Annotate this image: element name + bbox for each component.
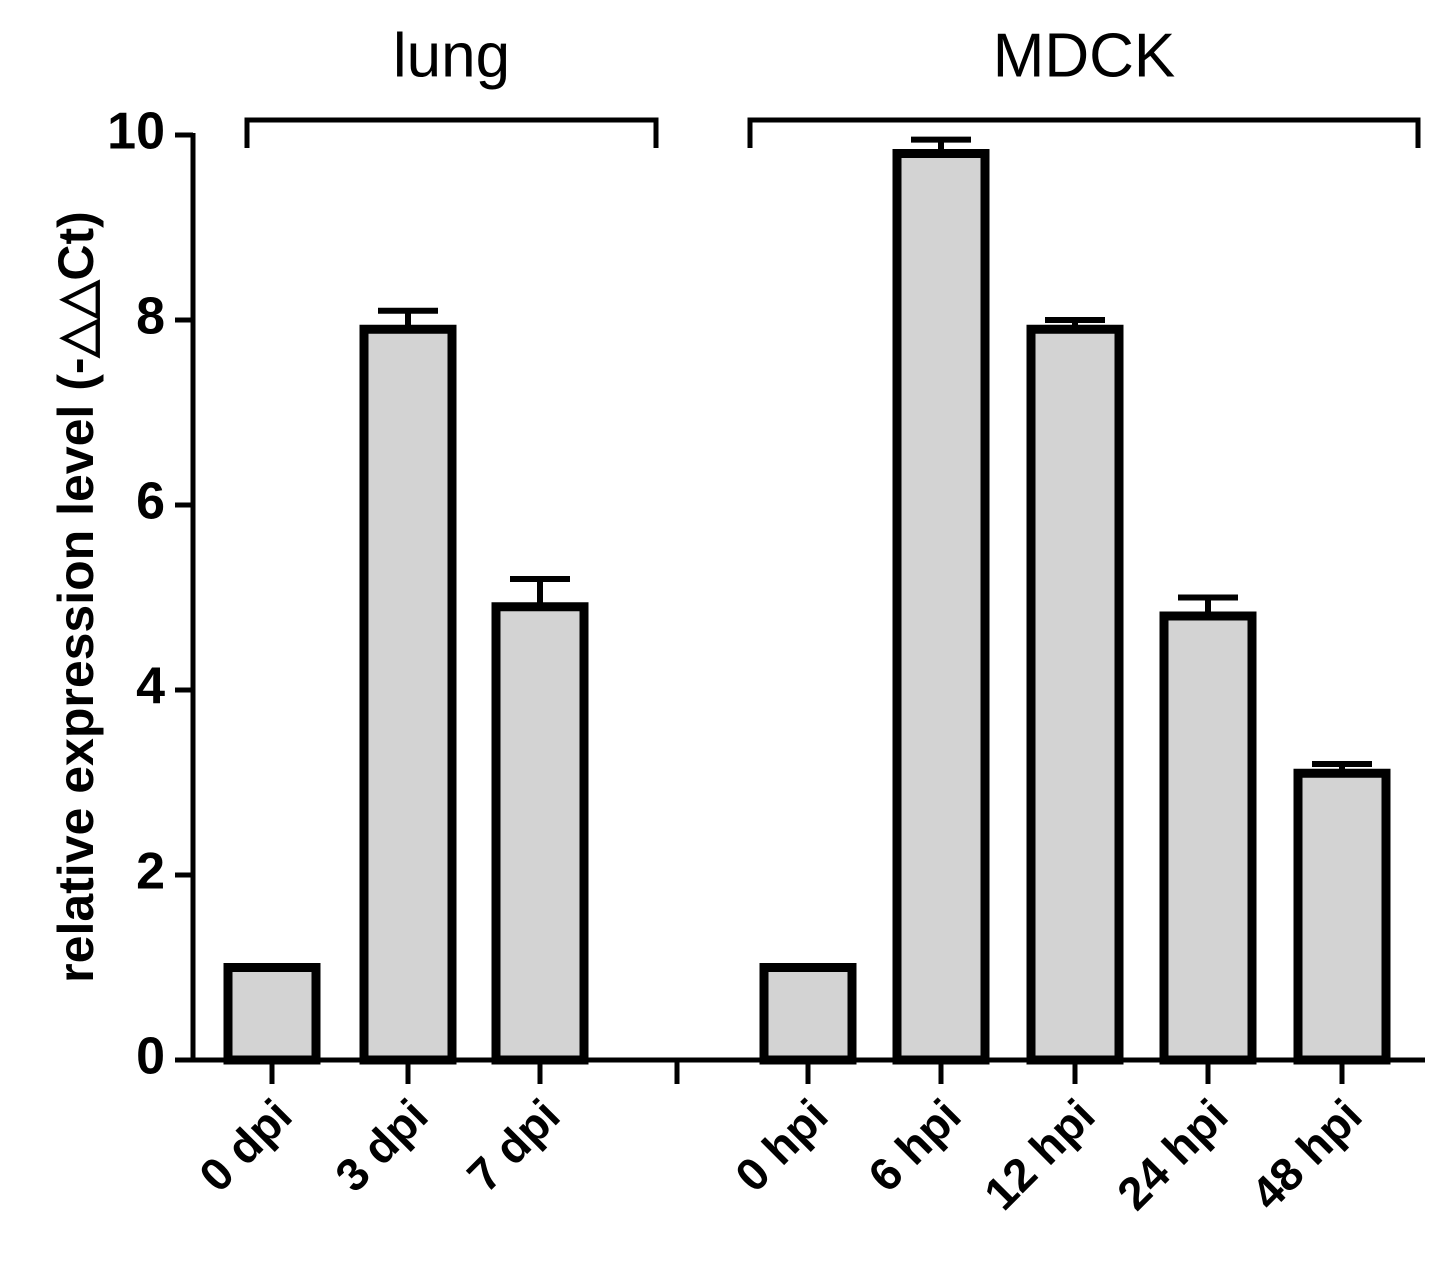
bar [759, 963, 857, 1065]
bar [1159, 611, 1257, 1065]
x-axis: 0 dpi 3 dpi 7 dpi 0 hpi 6 hpi 12 hpi 24 hpi 48 … [189, 1057, 1425, 1220]
bars [223, 136, 1391, 1065]
bar [1026, 324, 1124, 1065]
x-tick-label: 48 hpi [1241, 1089, 1372, 1220]
bar [491, 602, 589, 1065]
group-label: lung [393, 21, 510, 90]
bar [359, 324, 457, 1065]
y-tick-label: 2 [136, 843, 165, 901]
x-tick-label: 3 dpi [325, 1089, 438, 1202]
x-tick-label: 24 hpi [1107, 1089, 1238, 1220]
x-tick-label: 6 hpi [858, 1089, 971, 1202]
bar [1293, 768, 1391, 1065]
x-tick-label: 7 dpi [457, 1089, 570, 1202]
bar [223, 963, 321, 1065]
x-tick-label: 12 hpi [974, 1089, 1105, 1220]
group-bracket [244, 117, 659, 148]
y-tick-label: 0 [136, 1028, 165, 1086]
y-tick-label: 4 [136, 658, 165, 716]
group-brackets: lung MDCK [244, 21, 1421, 148]
x-tick-label: 0 dpi [189, 1089, 302, 1202]
y-tick-label: 10 [107, 103, 165, 161]
y-axis: 0 2 4 6 8 10 [107, 103, 196, 1086]
group-bracket [747, 117, 1421, 148]
group-label: MDCK [993, 21, 1176, 90]
x-tick-label: 0 hpi [725, 1089, 838, 1202]
y-tick-label: 6 [136, 473, 165, 531]
y-axis-label: relative expression level (-△△Ct) [48, 211, 104, 983]
y-tick-label: 8 [136, 288, 165, 346]
bar [892, 149, 990, 1065]
